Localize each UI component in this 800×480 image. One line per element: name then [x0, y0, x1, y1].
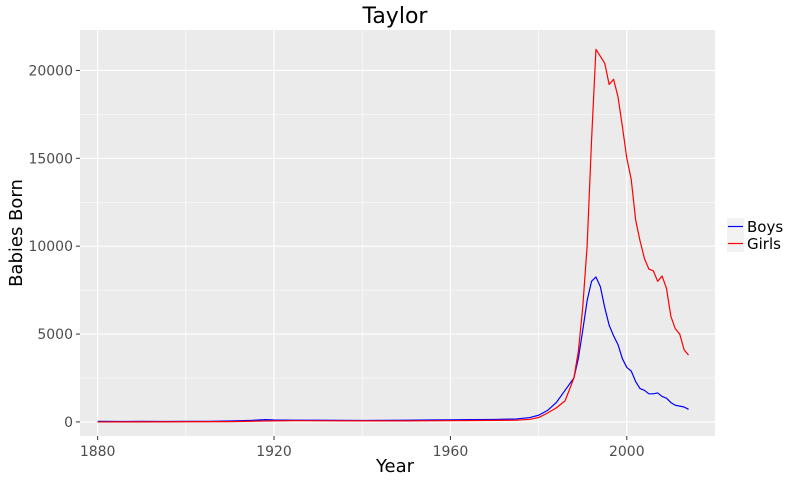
plot-panel: [80, 30, 715, 436]
x-axis-ticks: 1880 1920 1960 2000: [80, 436, 645, 460]
minor-gridlines: [80, 30, 715, 436]
chart-title: Taylor: [362, 4, 429, 29]
y-tick-label: 10000: [28, 239, 73, 255]
y-tick-label: 0: [64, 415, 73, 431]
x-tick-label: 1920: [256, 444, 292, 460]
y-tick-label: 5000: [37, 327, 73, 343]
y-axis-title: Babies Born: [6, 179, 27, 287]
x-tick-label: 1880: [80, 444, 116, 460]
series-lines: [97, 48, 690, 423]
y-tick-label: 15000: [28, 151, 73, 167]
x-tick-label: 1960: [433, 444, 469, 460]
y-axis-ticks: 0 5000 10000 15000 20000: [28, 63, 80, 431]
legend-label-girls: Girls: [747, 235, 781, 253]
x-axis-title: Year: [375, 456, 415, 477]
x-tick-label: 2000: [609, 444, 645, 460]
series-line-girls: [97, 48, 690, 423]
major-gridlines: [80, 30, 715, 436]
y-tick-label: 20000: [28, 63, 73, 79]
legend-label-boys: Boys: [747, 218, 783, 236]
